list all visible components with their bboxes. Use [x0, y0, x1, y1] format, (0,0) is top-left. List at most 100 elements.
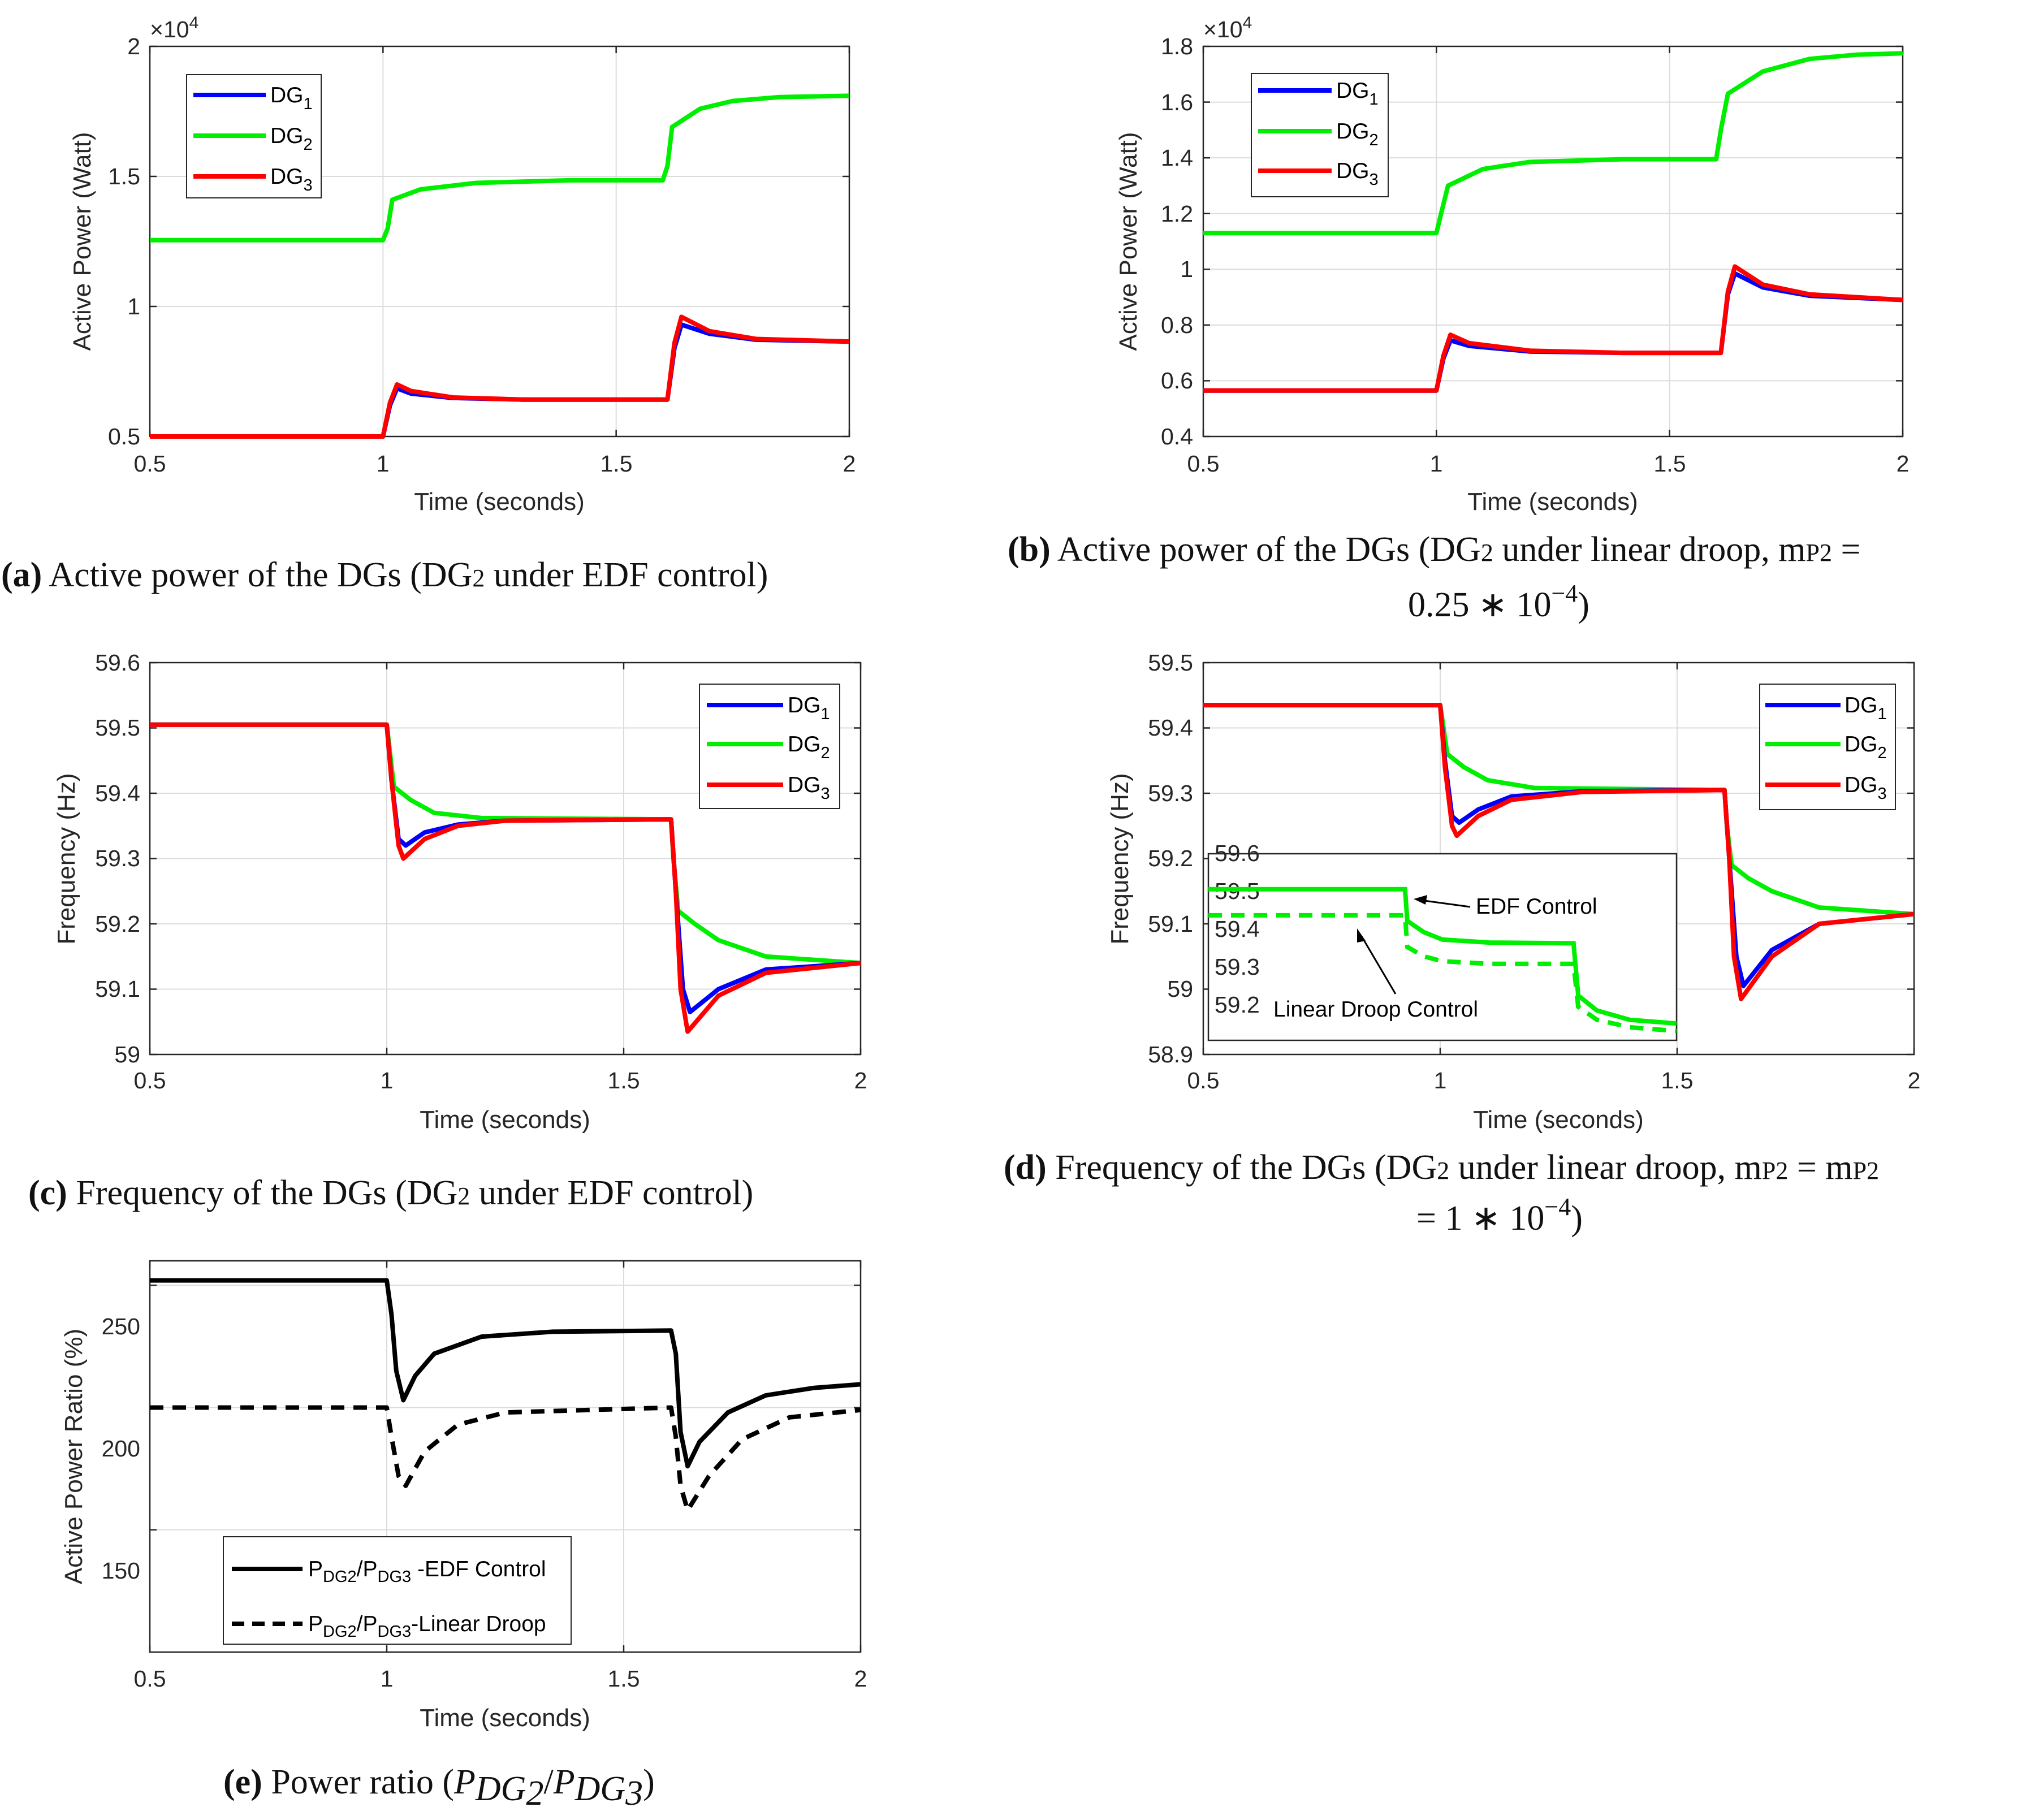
x-tick-label: 0.5	[134, 1067, 166, 1093]
x-tick-label: 2	[1897, 451, 1910, 477]
x-tick-label: 1.5	[608, 1666, 640, 1692]
x-tick-label: 1	[381, 1666, 394, 1692]
annotation-edf-control: EDF Control	[1476, 894, 1597, 919]
series-line-pdg2-pdg3-edf-control	[150, 1278, 861, 1469]
plot-area	[149, 1260, 862, 1653]
series-group	[150, 1278, 861, 1513]
x-tick-label: 1	[1430, 451, 1443, 477]
inset-line-edf-control	[1208, 887, 1677, 1026]
x-tick-labels: 0.5 1 1.5 2	[134, 1666, 867, 1692]
y-tick-label: 0.6	[1161, 368, 1193, 394]
x-tick-label: 0.5	[134, 1666, 166, 1692]
x-tick-labels: 0.5 1 1.5 2	[1187, 451, 1910, 477]
legend: DG1 DG2 DG3	[1251, 73, 1389, 197]
x-axis-label: Time (seconds)	[1467, 488, 1638, 516]
y-tick-label: 1.4	[1161, 145, 1193, 171]
y-tick-labels: 59 59.1 59.2 59.3 59.4 59.5 59.6	[95, 650, 140, 1067]
x-tick-labels: 0.5 1 1.5 2	[134, 1067, 867, 1093]
plot-area	[1202, 45, 1904, 438]
y-tick-label: 150	[102, 1558, 140, 1584]
y-tick-label: 0.4	[1161, 423, 1193, 449]
x-tick-label: 1	[377, 451, 390, 477]
x-tick-label: 0.5	[134, 451, 166, 477]
annotation-linear-droop: Linear Droop Control	[1273, 997, 1478, 1022]
caption-d-line1: (d) Frequency of the DGs (DG2 under line…	[1004, 1148, 1879, 1187]
y-tick-label: 200	[102, 1436, 140, 1462]
y-tick-label: 59.4	[1148, 715, 1193, 741]
inset-y-tick-label: 59.2	[1215, 992, 1260, 1018]
series-line-dg2	[1203, 51, 1903, 236]
y-tick-label: 59.6	[95, 650, 140, 676]
inset-y-tick-labels: 59.6 59.5 59.4 59.3 59.2	[1215, 840, 1260, 1018]
y-tick-label: 58.9	[1148, 1041, 1193, 1067]
y-tick-label: 1	[1180, 256, 1193, 282]
y-tick-label: 59.3	[95, 845, 140, 871]
y-tick-label: 59.1	[1148, 911, 1193, 937]
legend: DG1 DG2 DG3	[1759, 684, 1896, 810]
tick-marks	[149, 662, 862, 1056]
annotation-arrowhead	[1357, 928, 1366, 943]
x-axis-label: Time (seconds)	[414, 488, 585, 516]
series-line-pdg2-pdg3-linear-droop	[150, 1405, 861, 1513]
y-axis-label: Frequency (Hz)	[1106, 773, 1134, 944]
x-tick-label: 1.5	[608, 1067, 640, 1093]
y-axis-label: Active Power (Watt)	[68, 132, 96, 351]
y-axis-label: Active Power Ratio (%)	[60, 1329, 88, 1584]
y-tick-labels: 0.5 1 1.5 2	[108, 33, 140, 449]
x-tick-label: 1.5	[1661, 1067, 1694, 1093]
panel-b: 0.4 0.6 0.8 1 1.2 1.4 1.6 1.8 0.5 1 1.5 …	[1008, 14, 1909, 624]
legend: DG1 DG2 DG3	[186, 74, 322, 198]
x-tick-label: 1.5	[1654, 451, 1686, 477]
panel-a: 0.5 1 1.5 2 0.5 1 1.5 2 ×104 Time (secon…	[1, 14, 856, 594]
inset: 59.6 59.5 59.4 59.3 59.2 EDF Control Lin…	[1207, 840, 1678, 1041]
caption-c: (c) Frequency of the DGs (DG2 under EDF …	[28, 1174, 753, 1212]
x-tick-label: 1	[1434, 1067, 1447, 1093]
legend: DG1 DG2 DG3	[699, 684, 840, 809]
y-tick-labels: 0.4 0.6 0.8 1 1.2 1.4 1.6 1.8	[1161, 33, 1193, 449]
inset-series-group	[1208, 887, 1677, 1034]
tick-marks	[1202, 45, 1904, 438]
series-group	[1203, 703, 1915, 1001]
x-tick-labels: 0.5 1 1.5 2	[1187, 1067, 1921, 1093]
inset-y-tick-label: 59.4	[1215, 916, 1260, 942]
series-line-dg3	[1203, 264, 1903, 393]
annotation-arrow	[1360, 936, 1397, 995]
x-axis-label: Time (seconds)	[1473, 1106, 1644, 1134]
series-line-dg3	[150, 314, 850, 439]
y-axis-label: Active Power (Watt)	[1114, 132, 1142, 351]
caption-b-line2: 0.25 ∗ 10−4)	[1408, 580, 1589, 624]
x-tick-label: 2	[854, 1666, 867, 1692]
x-tick-label: 0.5	[1187, 451, 1220, 477]
x-tick-label: 2	[854, 1067, 867, 1093]
caption-d-line2: = 1 ∗ 10−4)	[1416, 1193, 1583, 1238]
y-tick-label: 1.8	[1161, 33, 1193, 59]
x-tick-label: 0.5	[1187, 1067, 1220, 1093]
series-line-dg2	[150, 93, 850, 243]
caption-e: (e) Power ratio (PDG2/PDG3)	[223, 1763, 655, 1813]
y-tick-label: 250	[102, 1313, 140, 1339]
y-tick-labels: 58.9 59 59.1 59.2 59.3 59.4 59.5	[1148, 650, 1193, 1067]
panel-c: 59 59.1 59.2 59.3 59.4 59.5 59.6 0.5 1 1…	[28, 650, 867, 1212]
x-tick-labels: 0.5 1 1.5 2	[134, 451, 856, 477]
y-tick-label: 1.6	[1161, 89, 1193, 115]
y-tick-label: 59.2	[1148, 845, 1193, 871]
y-tick-label: 1	[127, 293, 140, 319]
panel-e: 150 200 250 0.5 1 1.5 2 Time (seconds) A…	[60, 1260, 867, 1813]
series-group	[150, 93, 850, 439]
y-axis-label: Frequency (Hz)	[53, 773, 80, 944]
inset-y-tick-label: 59.6	[1215, 840, 1260, 866]
exponent-label: ×104	[1203, 14, 1252, 42]
x-tick-label: 1.5	[601, 451, 633, 477]
y-tick-label: 59.4	[95, 780, 140, 806]
inset-y-tick-label: 59.3	[1215, 954, 1260, 980]
x-tick-label: 2	[843, 451, 856, 477]
annotation-arrowhead	[1414, 895, 1427, 905]
series-line-dg3	[150, 722, 861, 1034]
y-tick-label: 59.1	[95, 976, 140, 1002]
series-group	[1203, 51, 1903, 393]
y-tick-label: 2	[127, 33, 140, 59]
inset-line-linear-droop-control	[1208, 913, 1677, 1034]
caption-a: (a) Active power of the DGs (DG2 under E…	[1, 556, 768, 594]
x-axis-label: Time (seconds)	[420, 1106, 590, 1134]
y-tick-label: 59.5	[95, 715, 140, 741]
